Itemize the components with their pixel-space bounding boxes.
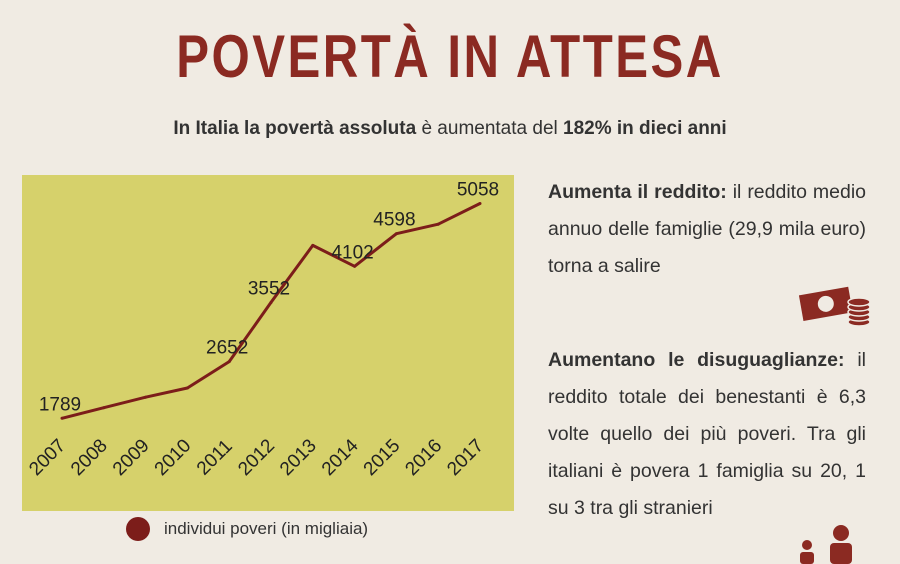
x-tick-label: 2009 <box>109 435 154 480</box>
data-label: 4598 <box>373 210 415 231</box>
inequality-text: il reddito totale dei benestanti è 6,3 v… <box>548 349 866 519</box>
x-tick-label: 2008 <box>67 435 112 480</box>
data-point <box>102 406 106 410</box>
data-label: 1789 <box>39 394 81 415</box>
data-point <box>478 201 482 205</box>
x-tick-label: 2017 <box>443 435 488 480</box>
data-label: 5058 <box>457 179 499 200</box>
data-point <box>353 264 357 268</box>
data-point <box>185 386 189 390</box>
legend-marker <box>126 517 150 541</box>
x-tick-label: 2013 <box>276 435 321 480</box>
x-tick-label: 2007 <box>25 435 70 480</box>
x-tick-label: 2014 <box>318 435 363 480</box>
chart-legend: individui poveri (in migliaia) <box>126 515 368 543</box>
page-title: POVERTÀ IN ATTESA <box>176 23 724 90</box>
data-label: 2652 <box>206 338 248 359</box>
x-tick-label: 2012 <box>234 435 279 480</box>
legend-label: individui poveri (in migliaia) <box>164 519 369 538</box>
inequality-info: Aumentano le disuguaglianze: il reddito … <box>548 342 866 527</box>
data-point <box>60 416 64 420</box>
money-stack-icon <box>798 286 871 327</box>
data-point <box>436 222 440 226</box>
data-label: 4102 <box>331 242 373 263</box>
x-tick-label: 2011 <box>193 436 237 480</box>
income-text: il reddito medio annuo delle famiglie (2… <box>548 181 867 277</box>
subtitle-bold-2: 182% in dieci anni <box>563 118 727 139</box>
income-info: Aumenta il reddito: il reddito medio ann… <box>548 174 866 285</box>
x-tick-label: 2016 <box>401 435 446 480</box>
series-line <box>61 202 481 420</box>
subtitle: In Italia la povertà assoluta è aumentat… <box>0 118 900 140</box>
people-icon <box>800 525 852 564</box>
data-point <box>269 300 273 304</box>
inequality-heading: Aumentano le disuguaglianze: <box>548 349 845 371</box>
data-label: 3552 <box>248 278 290 299</box>
data-point <box>311 243 315 247</box>
subtitle-bold-1: In Italia la povertà assoluta <box>173 118 417 139</box>
subtitle-text-1: è aumentata del <box>416 118 564 139</box>
data-point <box>144 395 148 399</box>
x-tick-label: 2010 <box>151 435 196 480</box>
data-point <box>227 360 231 364</box>
chart-panel: 1789 2652 3552 4102 4598 5058 2007 2008 2009 2010… <box>22 175 514 511</box>
data-point <box>394 232 398 236</box>
x-tick-label: 2015 <box>360 435 405 480</box>
income-heading: Aumenta il reddito: <box>548 181 727 203</box>
